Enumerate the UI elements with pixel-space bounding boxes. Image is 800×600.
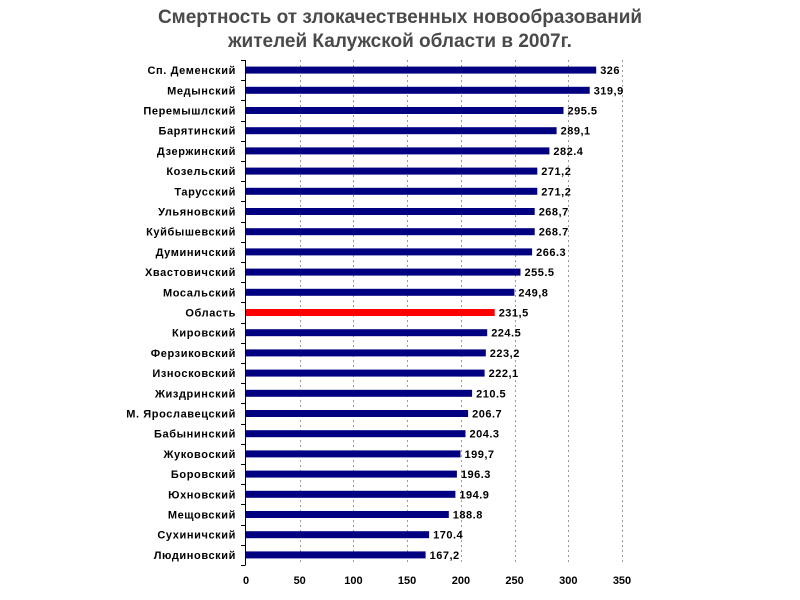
- data-label: 268.7: [539, 227, 569, 239]
- data-label: 249,8: [518, 287, 548, 299]
- bar: [246, 430, 466, 438]
- bar: [246, 349, 486, 357]
- data-label: 271,2: [541, 186, 571, 198]
- data-label: 204.3: [470, 429, 500, 441]
- category-label: М. Ярославецский: [126, 409, 236, 421]
- category-label: Людиновский: [154, 550, 236, 562]
- category-label: Барятинский: [158, 126, 236, 138]
- data-label: 295.5: [568, 106, 598, 118]
- bar: [246, 66, 597, 74]
- bar: [246, 147, 550, 155]
- category-label: Юхновский: [168, 489, 236, 501]
- data-label: 266.3: [536, 247, 566, 259]
- bar: [246, 551, 426, 559]
- category-label: Сп. Деменский: [148, 65, 237, 77]
- bar: [246, 268, 521, 276]
- data-label: 223,2: [490, 348, 520, 360]
- category-label: Область: [185, 308, 236, 320]
- data-label: 222,1: [489, 368, 519, 380]
- data-label: 199,7: [465, 449, 495, 461]
- bar: [246, 369, 485, 377]
- bar: [246, 208, 535, 215]
- x-tick-label: 300: [559, 575, 577, 587]
- data-label: 210.5: [476, 388, 506, 400]
- x-tick-label: 150: [398, 575, 416, 587]
- bar: [246, 410, 469, 417]
- data-label: 326: [600, 65, 620, 77]
- bar: [246, 127, 557, 135]
- category-label: Тарусский: [174, 186, 236, 198]
- data-label: 268,7: [539, 207, 569, 219]
- bar: [246, 511, 449, 518]
- bar: [246, 187, 538, 195]
- x-tick-label: 350: [613, 575, 631, 587]
- data-label: 188.8: [453, 510, 483, 522]
- data-label: 170.4: [433, 530, 463, 542]
- bar: [246, 167, 538, 175]
- bar: [246, 329, 488, 337]
- data-label: 206.7: [472, 409, 502, 421]
- data-label: 196.3: [461, 469, 491, 481]
- chart-title: Смертность от злокачественных новообразо…: [0, 6, 800, 54]
- x-tick-label: 0: [243, 575, 249, 587]
- category-label: Козельский: [166, 166, 236, 178]
- category-label: Жуковоский: [163, 449, 236, 461]
- category-label: Дзержинский: [157, 146, 236, 158]
- bar: [246, 309, 495, 316]
- x-tick-label: 200: [452, 575, 470, 587]
- data-label: 194.9: [459, 489, 489, 501]
- category-label: Сухиничский: [157, 530, 236, 542]
- bar: [246, 288, 515, 296]
- bar: [246, 248, 533, 256]
- category-label: Боровский: [171, 469, 236, 481]
- data-label: 231,5: [499, 308, 529, 320]
- data-label: 167,2: [430, 550, 460, 562]
- category-label: Ульяновский: [158, 207, 236, 219]
- category-label: Жиздринский: [154, 388, 236, 400]
- x-tick-label: 250: [505, 575, 523, 587]
- bar: [246, 531, 430, 539]
- x-tick-label: 100: [344, 575, 362, 587]
- data-label: 282.4: [553, 146, 583, 158]
- category-label: Медынский: [167, 85, 236, 97]
- category-label: Мосальский: [163, 287, 236, 299]
- bar: [246, 228, 535, 236]
- category-label: Думиничский: [156, 247, 236, 259]
- category-label: Износковский: [152, 368, 236, 380]
- bar: [246, 107, 564, 114]
- bar: [246, 490, 456, 498]
- data-label: 271,2: [541, 166, 571, 178]
- x-tick-label: 50: [294, 575, 306, 587]
- category-label: Ферзиковский: [151, 348, 236, 360]
- category-label: Перемышлский: [143, 106, 236, 118]
- bar: [246, 470, 457, 478]
- chart-title-line-1: Смертность от злокачественных новообразо…: [157, 7, 643, 28]
- bar: [246, 450, 461, 458]
- data-label: 255.5: [525, 267, 555, 279]
- category-label: Мещовский: [168, 510, 236, 522]
- data-label: 289,1: [561, 126, 591, 138]
- data-label: 319,9: [594, 85, 624, 97]
- category-label: Бабынинский: [154, 429, 236, 441]
- category-label: Хвастовичский: [145, 267, 236, 279]
- category-label: Куйбышевский: [146, 227, 236, 239]
- chart-title-line-2: жителей Калужской области в 2007г.: [228, 31, 572, 52]
- category-label: Кировский: [172, 328, 236, 340]
- bar: [246, 389, 473, 397]
- bar: [246, 86, 590, 94]
- data-label: 224.5: [491, 328, 521, 340]
